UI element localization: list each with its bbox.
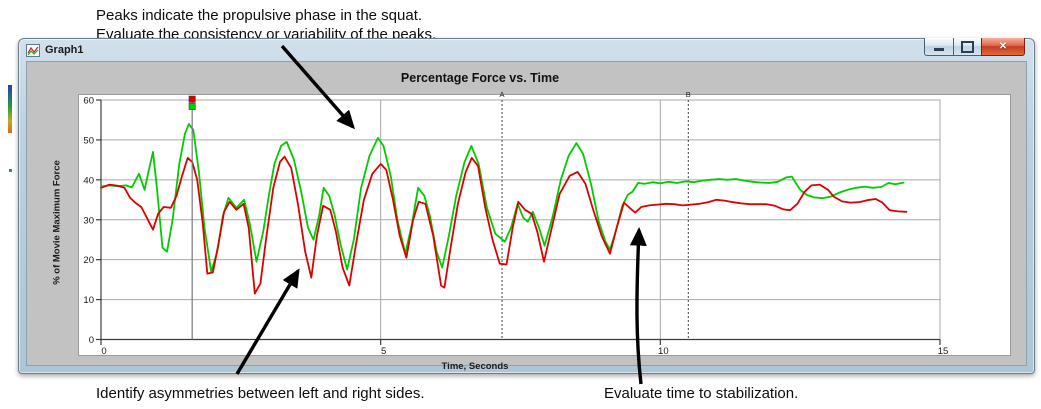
window-titlebar[interactable]: Graph1 ✕ xyxy=(19,38,1034,61)
minimize-icon xyxy=(934,48,944,51)
minimize-button[interactable] xyxy=(924,38,954,56)
annotation-asymmetries: Identify asymmetries between left and ri… xyxy=(96,385,425,402)
annotation-stabilization: Evaluate time to stabilization. xyxy=(604,385,799,402)
close-button[interactable]: ✕ xyxy=(981,38,1025,56)
chart-panel xyxy=(78,94,1011,356)
annotation-peaks-line1: Peaks indicate the propulsive phase in t… xyxy=(96,7,423,24)
background-dot-fragment xyxy=(9,169,12,172)
maximize-button[interactable] xyxy=(954,38,981,56)
window-controls: ✕ xyxy=(924,38,1025,56)
graph-window-icon xyxy=(26,43,40,57)
window-title: Graph1 xyxy=(45,44,84,56)
maximize-icon xyxy=(961,40,974,53)
x-axis-label: Time, Seconds xyxy=(441,361,509,372)
close-icon: ✕ xyxy=(998,41,1008,52)
chart-title: Percentage Force vs. Time xyxy=(400,71,560,85)
y-axis-label: % of Movie Maximum Force xyxy=(51,160,63,285)
background-window-fragment xyxy=(8,85,12,133)
